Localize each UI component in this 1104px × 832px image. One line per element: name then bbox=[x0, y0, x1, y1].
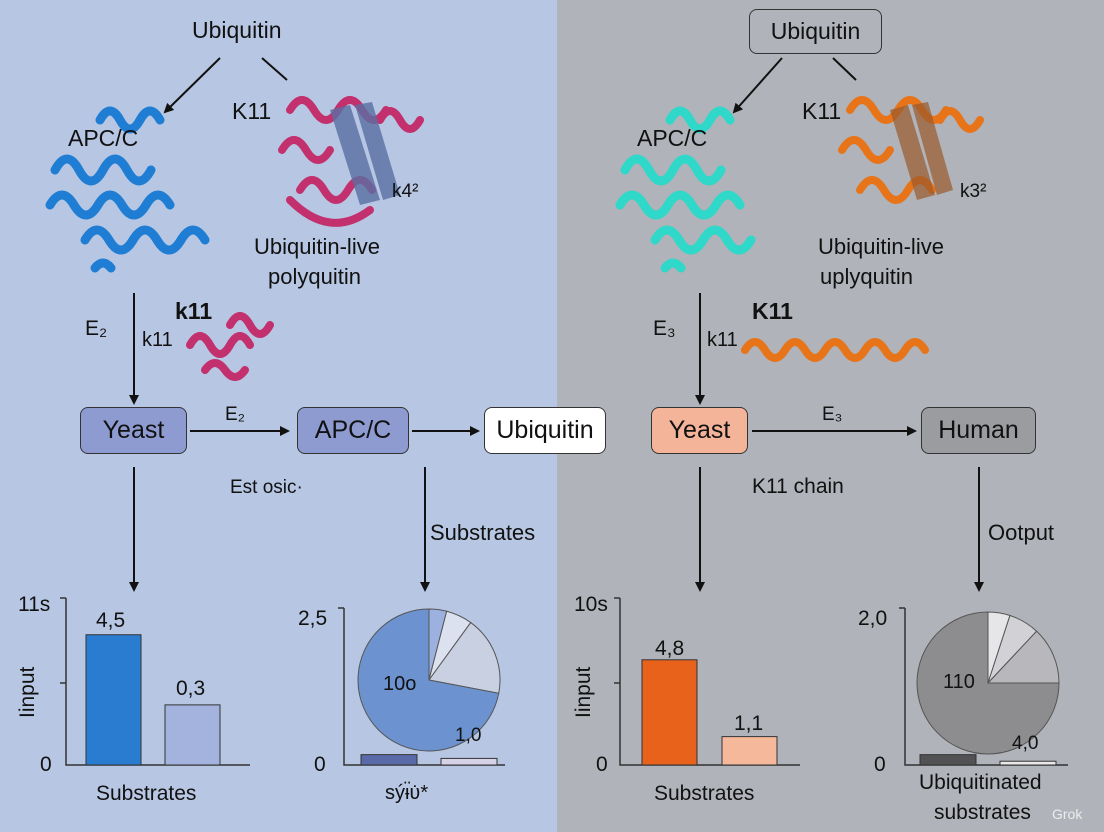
apcc-protein-blue bbox=[45, 106, 210, 273]
left-k11-small: k11 bbox=[142, 329, 173, 351]
k11-chain-orange bbox=[741, 338, 929, 362]
left-caption-line1: Ubiquitin-live bbox=[254, 234, 380, 259]
right-k11-tag: k3² bbox=[960, 181, 987, 202]
left-pie-bar-value: 1,0 bbox=[455, 725, 482, 746]
right-bar-x-label: Substrates bbox=[654, 782, 755, 805]
left-pie-y-top-tick: 2,5 bbox=[298, 607, 328, 630]
right-yeast-box: Yeast bbox=[651, 407, 748, 454]
left-bar-y-zero: 0 bbox=[40, 753, 52, 776]
left-k11-tag: k4² bbox=[392, 181, 419, 202]
right-output-text: Ootput bbox=[988, 520, 1055, 545]
right-human-box: Human bbox=[921, 407, 1036, 454]
left-yeast-box: Yeast bbox=[80, 407, 187, 454]
left-pie-center-label: 10o bbox=[383, 673, 417, 695]
right-pie-slice-4 bbox=[986, 630, 1060, 684]
arrow-ubiquitin-to-apcc-right bbox=[732, 57, 783, 114]
left-ubiquitin-box: Ubiquitin bbox=[484, 407, 606, 454]
right-k11-small: k11 bbox=[707, 329, 738, 351]
right-caption-line2: uplyquitin bbox=[820, 264, 913, 289]
charts-layer bbox=[85, 608, 1060, 766]
right-bar-value-2: 1,1 bbox=[734, 712, 764, 735]
connector-ubiquitin-to-k11 bbox=[261, 57, 288, 81]
right-bar-y-top-tick: 10s bbox=[574, 593, 608, 616]
arrow-ubiquitin-to-apcc bbox=[163, 57, 221, 114]
left-pie-slice-4 bbox=[428, 621, 501, 694]
left-pie-bar-1 bbox=[360, 754, 418, 766]
right-pie-bar-2 bbox=[999, 760, 1057, 766]
left-k11-bold: k11 bbox=[175, 298, 213, 324]
right-pie-y-zero: 0 bbox=[874, 753, 886, 776]
left-arrow-label: E₂ bbox=[225, 404, 246, 425]
left-bar-value-2: 0,3 bbox=[176, 677, 206, 700]
left-k11-label: K11 bbox=[232, 98, 272, 124]
k11-sheet-slate bbox=[330, 102, 400, 205]
right-bar-value-1: 4,8 bbox=[655, 637, 685, 660]
left-pie-bar-2 bbox=[440, 757, 498, 766]
left-bar-1 bbox=[85, 634, 142, 766]
right-pie-x-label-line2: substrates bbox=[934, 801, 1031, 824]
left-enzyme-label: E₂ bbox=[85, 317, 108, 340]
right-k11-bold: K11 bbox=[752, 298, 793, 324]
right-enzyme-label: E₃ bbox=[653, 317, 676, 340]
right-pie-y-top-tick: 2,0 bbox=[858, 607, 888, 630]
left-bar-2 bbox=[164, 704, 221, 766]
left-bar-y-top-tick: 11s bbox=[18, 593, 51, 616]
left-pie-x-label: sýᵼ̈ʋ̇* bbox=[385, 782, 429, 804]
right-caption-line1: Ubiquitin-live bbox=[818, 234, 944, 259]
left-pie-slice-1 bbox=[357, 608, 500, 752]
right-arrow-label: E₃ bbox=[822, 404, 843, 425]
apcc-protein-cyan bbox=[615, 106, 756, 273]
right-pie-x-label-line1: Ubiquitinated bbox=[919, 771, 1042, 794]
left-caption-line2: polyquitin bbox=[268, 264, 361, 289]
right-pie-bar-value: 4,0 bbox=[1012, 733, 1039, 754]
left-bar-value-1: 4,5 bbox=[96, 609, 126, 632]
left-substrates-text: Substrates bbox=[430, 520, 536, 545]
right-apcc-label: APC/C bbox=[637, 125, 708, 151]
right-top-title: Ubiquitin bbox=[749, 9, 882, 54]
left-pie-y-zero: 0 bbox=[314, 753, 326, 776]
watermark: Grok bbox=[1052, 806, 1083, 822]
right-bar-y-label: Iinput bbox=[572, 666, 595, 718]
connector-ubiquitin-to-k11-right bbox=[832, 57, 857, 81]
k11-sheet-brown bbox=[890, 102, 953, 200]
right-bar-y-zero: 0 bbox=[596, 753, 608, 776]
left-bar-x-label: Substrates bbox=[96, 782, 197, 805]
right-k11-label: K11 bbox=[802, 98, 842, 124]
right-pie-center-label: 110 bbox=[943, 671, 975, 693]
right-mid-text: K11 chain bbox=[752, 475, 844, 498]
right-pie-bar-1 bbox=[919, 754, 977, 766]
right-bar-2 bbox=[721, 736, 778, 766]
left-apcc-label: APC/C bbox=[68, 125, 139, 151]
left-apcc-box: APC/C bbox=[297, 407, 409, 454]
left-mid-text: Est osic· bbox=[230, 477, 303, 498]
right-bar-1 bbox=[641, 659, 698, 766]
right-pie-slice-1 bbox=[916, 611, 1060, 755]
left-top-title: Ubiquitin bbox=[192, 17, 282, 43]
left-bar-y-label: Iinput bbox=[16, 666, 39, 718]
k11-small-protein-magenta bbox=[186, 312, 274, 381]
